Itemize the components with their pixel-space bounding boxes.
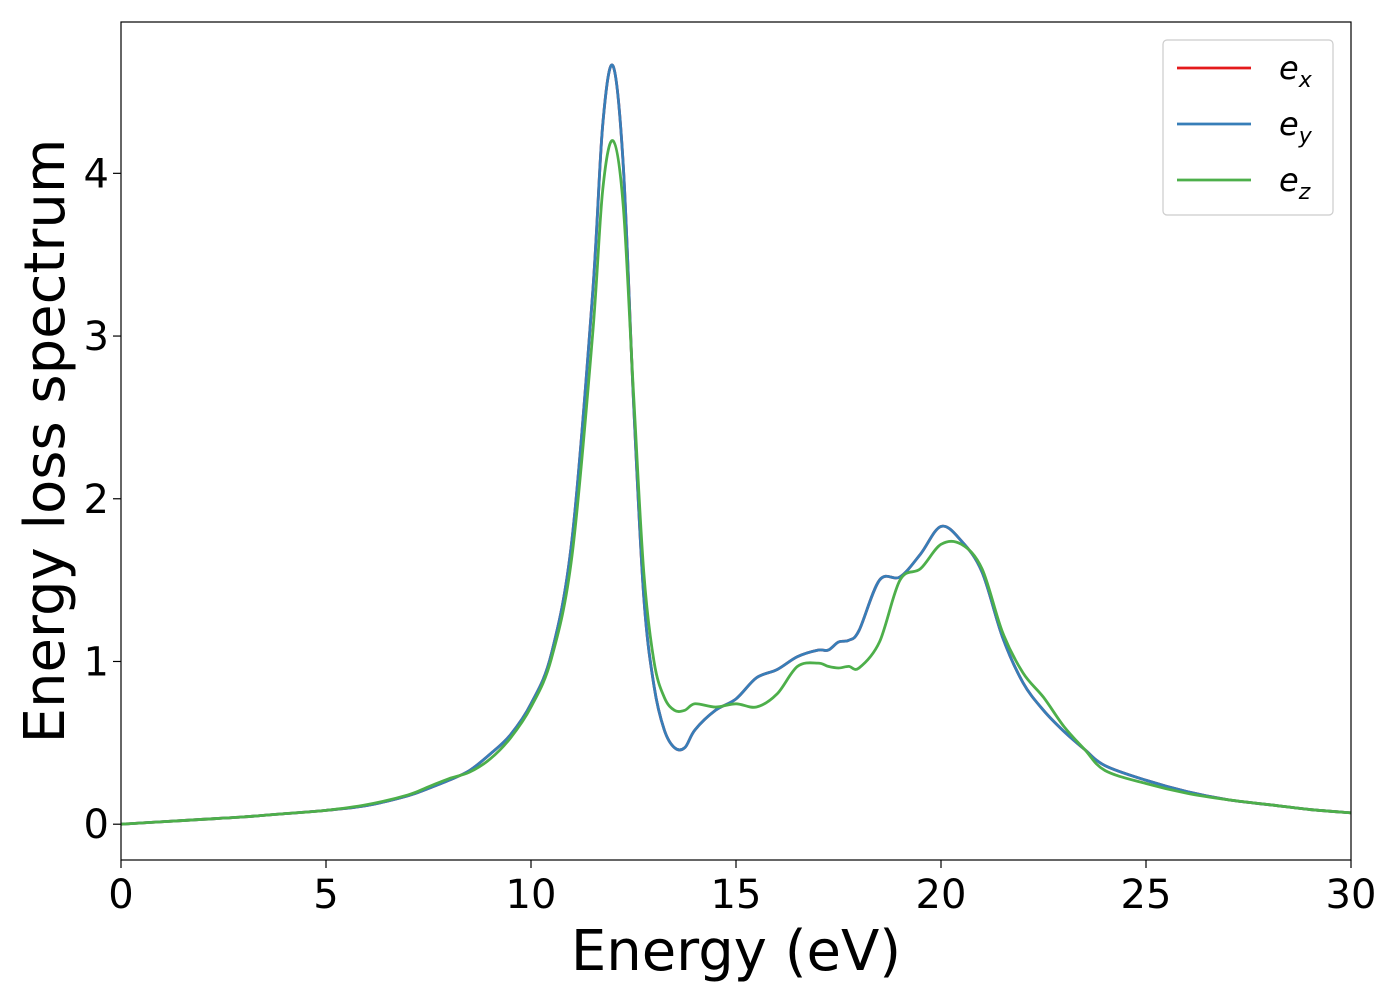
- legend-label-base: e: [1279, 105, 1299, 143]
- x-tick-label: 0: [108, 872, 133, 918]
- x-tick-label: 10: [506, 872, 557, 918]
- y-tick-label: 0: [84, 802, 109, 848]
- y-tick-label: 1: [84, 639, 109, 685]
- legend-label-subscript: z: [1298, 180, 1311, 205]
- series-line-e-z: [121, 139, 1351, 826]
- legend-label-e-x: ex: [1279, 49, 1313, 93]
- y-tick-label: 3: [84, 314, 109, 360]
- series-layer: [121, 63, 1351, 826]
- x-tick-label: 15: [711, 872, 762, 918]
- legend-label-base: e: [1279, 49, 1299, 87]
- legend-label-base: e: [1279, 161, 1299, 199]
- legend-frame: [1162, 39, 1334, 216]
- legend-label-e-z: ez: [1279, 161, 1311, 205]
- y-tick-label: 4: [84, 151, 109, 197]
- legend-label-subscript: x: [1298, 68, 1313, 93]
- y-tick-label: 2: [84, 477, 109, 523]
- legend-label-subscript: y: [1298, 124, 1313, 149]
- y-axis-label: Energy loss spectrum: [13, 139, 78, 744]
- legend-label-e-y: ey: [1279, 105, 1313, 149]
- x-axis-label: Energy (eV): [571, 919, 901, 984]
- x-tick-label: 30: [1326, 872, 1377, 918]
- x-tick-label: 5: [313, 872, 338, 918]
- x-tick-label: 25: [1121, 872, 1172, 918]
- x-tick-label: 20: [916, 872, 967, 918]
- ticks-layer: 0 5 10 15 20 25 30 0 1 2 3 4: [84, 151, 1377, 918]
